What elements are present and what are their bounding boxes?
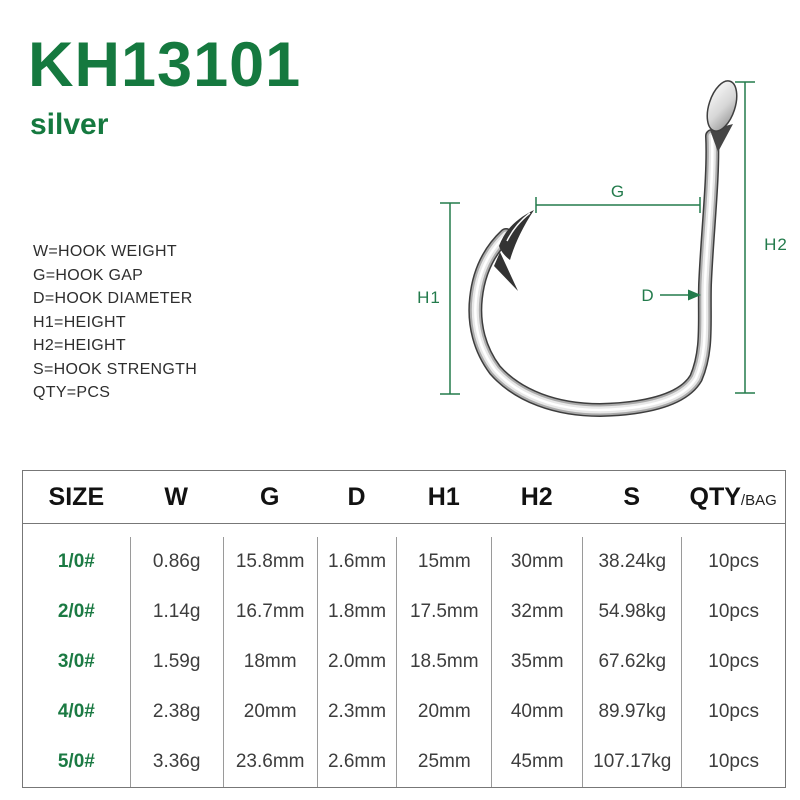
col-header-w: W bbox=[164, 482, 188, 511]
table-cell: 0.86g bbox=[152, 551, 201, 572]
column-size: 1/0# 2/0# 3/0# 4/0# 5/0# bbox=[23, 537, 130, 787]
qty-header-main: QTY bbox=[689, 482, 741, 511]
hook-spade bbox=[706, 80, 738, 132]
size-cell: 4/0# bbox=[57, 701, 95, 722]
qty-header-suffix: /BAG bbox=[740, 491, 777, 509]
size-cell: 5/0# bbox=[57, 751, 95, 772]
table-cell: 20mm bbox=[417, 701, 471, 722]
d-dimension-label: D bbox=[641, 286, 654, 305]
table-cell: 89.97kg bbox=[598, 701, 667, 722]
table-body: 1/0# 2/0# 3/0# 4/0# 5/0# 0.86g 1.14g 1.5… bbox=[23, 524, 785, 787]
table-cell: 2.6mm bbox=[327, 751, 387, 772]
legend-item: W=HOOK WEIGHT bbox=[33, 243, 177, 260]
column-height2: 30mm 32mm 35mm 40mm 45mm bbox=[491, 537, 582, 787]
col-header-d: D bbox=[347, 482, 366, 511]
table-cell: 16.7mm bbox=[235, 601, 305, 622]
table-cell: 10pcs bbox=[708, 551, 759, 572]
table-cell: 25mm bbox=[417, 751, 471, 772]
col-header-size: SIZE bbox=[48, 482, 105, 511]
legend-list: W=HOOK WEIGHT G=HOOK GAP D=HOOK DIAMETER… bbox=[33, 240, 197, 405]
table-cell: 10pcs bbox=[708, 751, 759, 772]
column-height1: 15mm 17.5mm 18.5mm 20mm 25mm bbox=[396, 537, 491, 787]
hook-diagram: G H1 H2 D bbox=[400, 50, 800, 470]
table-cell: 20mm bbox=[243, 701, 297, 722]
col-header-s: S bbox=[623, 482, 641, 511]
table-header-row: SIZE W G D H1 H2 S QTY/BAG bbox=[23, 471, 785, 524]
hook-point bbox=[499, 210, 534, 260]
table-cell: 38.24kg bbox=[598, 551, 667, 572]
table-cell: 10pcs bbox=[708, 601, 759, 622]
product-color-label: silver bbox=[30, 108, 109, 141]
table-cell: 18mm bbox=[243, 651, 297, 672]
table-cell: 10pcs bbox=[708, 701, 759, 722]
size-cell: 1/0# bbox=[57, 551, 95, 572]
col-header-g: G bbox=[259, 482, 280, 511]
h1-dimension-label: H1 bbox=[417, 288, 441, 307]
table-cell: 54.98kg bbox=[598, 601, 667, 622]
spec-table: SIZE W G D H1 H2 S QTY/BAG 1/0# 2/0# 3/0… bbox=[22, 470, 786, 788]
hook-point-highlight bbox=[506, 212, 531, 242]
dimension-lines bbox=[440, 81, 755, 395]
table-cell: 67.62kg bbox=[598, 651, 667, 672]
column-strength: 38.24kg 54.98kg 67.62kg 89.97kg 107.17kg bbox=[582, 537, 681, 787]
table-cell: 17.5mm bbox=[409, 601, 479, 622]
g-dimension-label: G bbox=[611, 182, 625, 201]
column-weight: 0.86g 1.14g 1.59g 2.38g 3.36g bbox=[129, 537, 223, 787]
h2-dimension-label: H2 bbox=[764, 235, 788, 254]
table-cell: 18.5mm bbox=[409, 651, 479, 672]
table-cell: 1.59g bbox=[152, 651, 201, 672]
table-cell: 30mm bbox=[510, 551, 564, 572]
table-cell: 1.6mm bbox=[327, 551, 387, 572]
legend-item: D=HOOK DIAMETER bbox=[33, 290, 193, 307]
hook-wire bbox=[468, 129, 720, 418]
legend-item: G=HOOK GAP bbox=[33, 266, 144, 284]
size-cell: 3/0# bbox=[57, 651, 95, 672]
legend-item: H1=HEIGHT bbox=[33, 313, 126, 331]
table-cell: 2.38g bbox=[152, 701, 201, 722]
hook-illustration bbox=[468, 80, 738, 418]
table-cell: 40mm bbox=[510, 701, 564, 722]
column-qty: 10pcs 10pcs 10pcs 10pcs 10pcs bbox=[681, 537, 785, 787]
table-cell: 45mm bbox=[510, 751, 564, 772]
col-header-h2: H2 bbox=[520, 482, 553, 511]
product-model-title: KH13101 bbox=[28, 30, 302, 100]
table-cell: 107.17kg bbox=[593, 751, 672, 772]
col-header-qty: QTY/BAG bbox=[681, 483, 785, 512]
column-gap: 15.8mm 16.7mm 18mm 20mm 23.6mm bbox=[222, 537, 317, 787]
table-cell: 15.8mm bbox=[235, 551, 305, 572]
legend-item: H2=HEIGHT bbox=[33, 337, 126, 354]
col-header-h1: H1 bbox=[427, 482, 460, 511]
table-cell: 35mm bbox=[510, 651, 564, 672]
table-cell: 23.6mm bbox=[235, 751, 305, 772]
table-cell: 1.14g bbox=[152, 601, 201, 622]
table-cell: 1.8mm bbox=[327, 601, 387, 622]
legend-item: S=HOOK STRENGTH bbox=[33, 360, 198, 378]
table-cell: 10pcs bbox=[708, 651, 759, 672]
column-diameter: 1.6mm 1.8mm 2.0mm 2.3mm 2.6mm bbox=[316, 537, 397, 787]
legend-item: QTY=PCS bbox=[33, 384, 111, 401]
table-cell: 32mm bbox=[510, 601, 564, 622]
d-arrowhead-icon bbox=[688, 289, 701, 301]
table-cell: 2.3mm bbox=[327, 701, 387, 722]
size-cell: 2/0# bbox=[57, 601, 95, 622]
table-cell: 15mm bbox=[417, 551, 471, 572]
hook-barb bbox=[494, 252, 518, 291]
table-cell: 2.0mm bbox=[327, 651, 387, 672]
table-cell: 3.36g bbox=[152, 751, 201, 772]
